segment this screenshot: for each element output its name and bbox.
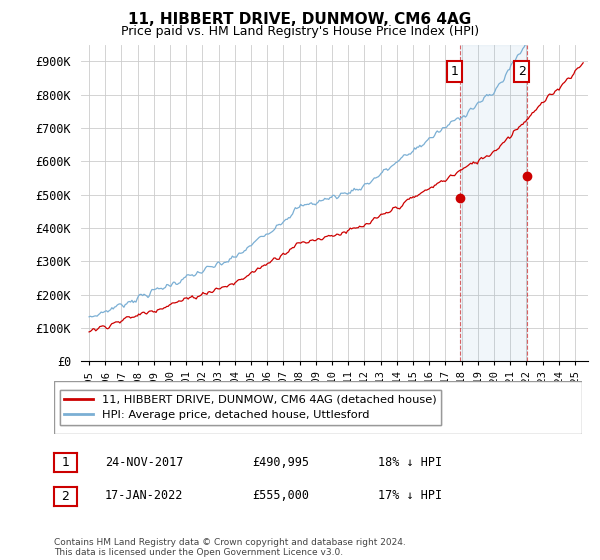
Text: £555,000: £555,000 [252, 489, 309, 502]
Text: 18% ↓ HPI: 18% ↓ HPI [378, 455, 442, 469]
Bar [460, 45, 527, 361]
Text: 2: 2 [518, 65, 526, 78]
Text: Price paid vs. HM Land Registry's House Price Index (HPI): Price paid vs. HM Land Registry's House … [121, 25, 479, 38]
Text: Contains HM Land Registry data © Crown copyright and database right 2024.
This d: Contains HM Land Registry data © Crown c… [54, 538, 406, 557]
Text: 1: 1 [61, 456, 70, 469]
Text: £490,995: £490,995 [252, 455, 309, 469]
Text: 1: 1 [451, 65, 458, 78]
Legend: 11, HIBBERT DRIVE, DUNMOW, CM6 4AG (detached house), HPI: Average price, detache: 11, HIBBERT DRIVE, DUNMOW, CM6 4AG (deta… [59, 390, 441, 425]
Text: 2: 2 [61, 489, 70, 503]
Text: 17% ↓ HPI: 17% ↓ HPI [378, 489, 442, 502]
Text: 17-JAN-2022: 17-JAN-2022 [105, 489, 184, 502]
Text: 11, HIBBERT DRIVE, DUNMOW, CM6 4AG: 11, HIBBERT DRIVE, DUNMOW, CM6 4AG [128, 12, 472, 27]
Text: 24-NOV-2017: 24-NOV-2017 [105, 455, 184, 469]
FancyBboxPatch shape [54, 381, 582, 434]
